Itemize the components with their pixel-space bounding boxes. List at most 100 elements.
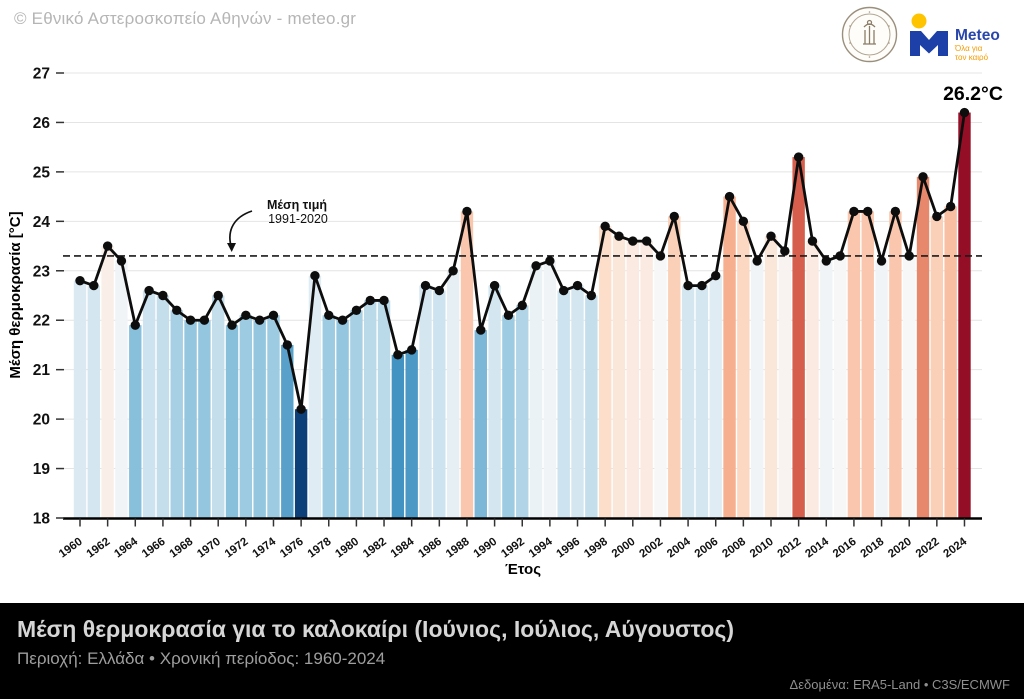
- x-tick-label-1984: 1984: [389, 535, 417, 560]
- bar-2006: [709, 275, 722, 519]
- point-1987: [448, 266, 458, 276]
- mean-annotation-arrow: [229, 210, 253, 247]
- bar-1989: [474, 330, 487, 519]
- bar-1961: [87, 285, 101, 519]
- point-1994: [545, 256, 555, 266]
- x-tick-label-2004: 2004: [665, 535, 693, 560]
- x-tick-label-1960: 1960: [57, 536, 85, 561]
- observatory-seal-logo: [841, 6, 898, 63]
- point-2014: [821, 256, 831, 266]
- bar-2004: [681, 285, 695, 519]
- bar-1987: [446, 270, 460, 519]
- point-1997: [586, 290, 597, 301]
- bar-1995: [557, 290, 570, 519]
- mean-annotation-line2: 1991-2020: [268, 212, 328, 226]
- bar-1966: [156, 295, 170, 519]
- bar-2015: [833, 255, 847, 519]
- bar-1978: [322, 315, 335, 519]
- point-1989: [476, 325, 486, 335]
- bar-1985: [419, 285, 432, 519]
- meteo-logo-brand: Meteo: [955, 27, 1000, 44]
- x-tick-label-1980: 1980: [333, 536, 361, 561]
- x-tick-label-1994: 1994: [527, 535, 555, 560]
- x-tick-label-2010: 2010: [748, 536, 776, 561]
- bar-2013: [806, 241, 819, 519]
- point-1965: [144, 285, 154, 296]
- bar-2007: [723, 196, 736, 519]
- point-1988: [462, 206, 472, 217]
- point-2012: [793, 152, 804, 162]
- point-1970: [213, 290, 223, 301]
- bar-1999: [612, 236, 626, 519]
- meteo-logo: Meteo Όλα για τον καιρό: [910, 13, 1000, 61]
- x-tick-label-2002: 2002: [637, 536, 665, 561]
- bar-1981: [364, 300, 377, 519]
- mean-annotation-arrowhead: [227, 243, 236, 252]
- x-tick-label-2020: 2020: [886, 536, 914, 561]
- bar-1977: [308, 275, 322, 519]
- point-1984: [406, 345, 417, 355]
- chart-title: Μέση θερμοκρασία για το καλοκαίρι (Ιούνι…: [17, 616, 735, 642]
- bar-2023: [944, 206, 957, 519]
- seal-figure-icon: [863, 19, 876, 45]
- bar-2000: [626, 241, 639, 519]
- point-1979: [337, 315, 348, 325]
- x-tick-label-1968: 1968: [168, 535, 196, 560]
- point-1980: [351, 305, 362, 316]
- bar-2002: [654, 255, 667, 519]
- point-2016: [849, 206, 859, 217]
- point-1974: [268, 310, 279, 320]
- bar-2019: [889, 211, 902, 519]
- x-tick-label-1988: 1988: [444, 535, 472, 560]
- x-tick-label-1972: 1972: [223, 536, 251, 561]
- seal-dots: [849, 11, 890, 58]
- bar-1976: [294, 409, 308, 519]
- x-tick-label-1982: 1982: [361, 536, 389, 561]
- point-2004: [683, 280, 693, 291]
- point-1982: [379, 295, 389, 306]
- chart-subtitle: Περιοχή: Ελλάδα • Χρονική περίοδος: 1960…: [17, 648, 386, 668]
- x-tick-label-1998: 1998: [582, 535, 610, 560]
- meteo-logo-tagline2: τον καιρό: [955, 53, 989, 61]
- y-tick-label-24: 24: [33, 214, 51, 231]
- point-2010: [766, 231, 776, 241]
- bar-2014: [820, 260, 833, 519]
- bar-2022: [930, 216, 944, 519]
- point-2007: [724, 191, 735, 202]
- bar-1973: [253, 320, 266, 519]
- y-tick-label-18: 18: [33, 510, 51, 527]
- bar-2018: [875, 260, 888, 519]
- bar-1982: [377, 300, 391, 519]
- x-tick-label-2024: 2024: [941, 535, 969, 560]
- x-tick-label-1986: 1986: [416, 536, 444, 561]
- bar-1972: [239, 315, 253, 519]
- bar-1991: [502, 315, 515, 519]
- x-tick-label-1990: 1990: [472, 536, 500, 561]
- bar-2010: [764, 236, 778, 519]
- bar-1984: [405, 349, 418, 519]
- point-1960: [75, 275, 85, 286]
- bar-2009: [750, 260, 764, 519]
- point-1991: [503, 310, 514, 320]
- point-1976: [296, 404, 306, 414]
- y-tick-label-20: 20: [33, 412, 50, 429]
- bar-2016: [847, 211, 861, 519]
- bar-1990: [488, 285, 501, 519]
- bar-1970: [212, 295, 225, 519]
- point-1962: [102, 241, 113, 251]
- point-1993: [531, 261, 541, 271]
- point-2022: [932, 211, 942, 222]
- bar-1974: [267, 315, 280, 519]
- x-tick-label-1974: 1974: [250, 535, 278, 560]
- x-tick-label-2012: 2012: [776, 536, 804, 561]
- mean-annotation-line1: Μέση τιμή: [267, 198, 327, 212]
- copyright-text: © Εθνικό Αστεροσκοπείο Αθηνών - meteo.gr: [14, 9, 357, 28]
- bar-2012: [792, 157, 805, 519]
- x-tick-label-1964: 1964: [112, 535, 140, 560]
- point-2008: [738, 216, 749, 227]
- bar-2017: [861, 211, 874, 519]
- x-tick-label-2018: 2018: [859, 535, 887, 560]
- x-tick-label-1966: 1966: [140, 536, 168, 561]
- bar-2008: [737, 221, 750, 519]
- point-1971: [227, 320, 237, 330]
